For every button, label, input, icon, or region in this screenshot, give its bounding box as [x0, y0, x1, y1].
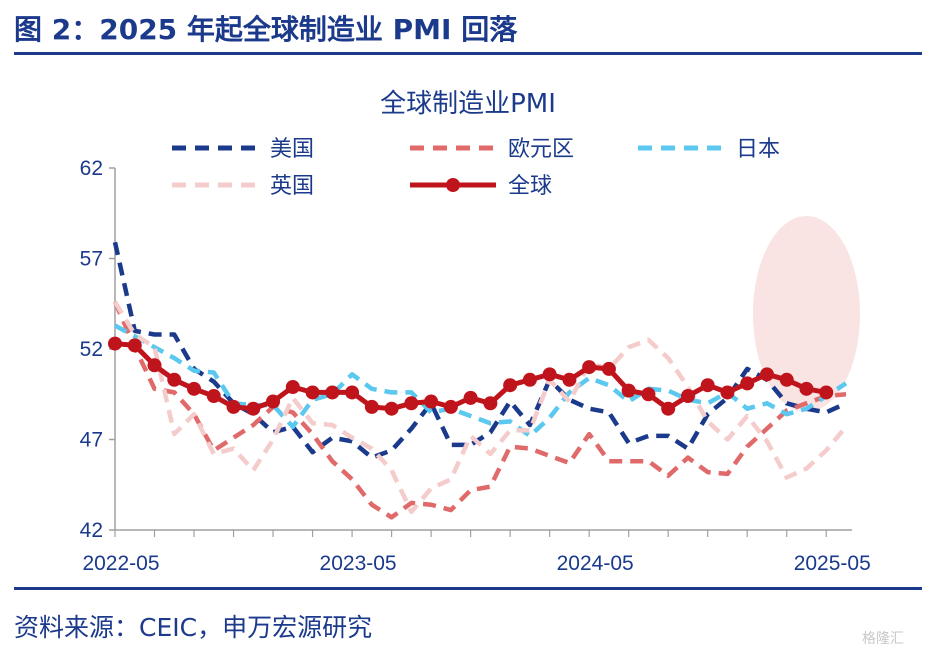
legend-label: 美国 [270, 137, 314, 162]
series-point [127, 338, 142, 353]
series-point [305, 385, 320, 400]
x-tick-label: 2024-05 [557, 552, 634, 575]
series-point [779, 372, 794, 387]
series-point [700, 378, 715, 393]
series-point [187, 381, 202, 396]
y-tick-label: 47 [80, 429, 103, 452]
series-point [108, 336, 122, 351]
watermark: 格隆汇 [862, 631, 904, 647]
series-point [345, 385, 360, 400]
series-point [661, 401, 676, 416]
chart-title: 全球制造业PMI [380, 89, 556, 119]
series-layer [108, 241, 848, 520]
series-point [424, 394, 439, 409]
highlight-layer [752, 216, 861, 412]
series-point [680, 389, 695, 404]
series-point [641, 387, 656, 402]
x-tick-label: 2025-05 [794, 552, 871, 575]
y-tick-label: 42 [80, 519, 103, 542]
series-point [562, 372, 577, 387]
legend-label: 欧元区 [508, 137, 574, 162]
series-point [582, 360, 597, 375]
series-point [325, 385, 340, 400]
x-tick-label: 2022-05 [82, 552, 159, 575]
series-point [147, 358, 162, 373]
y-tick-label: 62 [80, 157, 103, 180]
legend-label: 日本 [736, 137, 780, 162]
series-point [720, 385, 735, 400]
legend-label: 英国 [270, 174, 314, 199]
series-point [522, 372, 537, 387]
legend-marker [446, 178, 460, 192]
series-point [364, 399, 379, 414]
series-point [404, 396, 419, 411]
series-point [246, 401, 261, 416]
series-point [542, 367, 557, 382]
legend-label: 全球 [508, 174, 552, 199]
chart-canvas: 全球制造业PMI 42 47 52 57 62 2022-05 2023-05 2024-05… [80, 89, 871, 575]
source-note: 资料来源：CEIC，申万宏源研究 [14, 613, 373, 642]
header-rule [14, 52, 922, 55]
series-point [384, 401, 399, 416]
series-point [463, 390, 478, 405]
series-point [503, 378, 518, 393]
series-line-1 [112, 241, 847, 460]
figure-title: 图 2：2025 年起全球制造业 PMI 回落 [14, 13, 518, 46]
series-line-4 [113, 300, 848, 515]
series-point [601, 361, 616, 376]
series-point [285, 380, 300, 395]
series-point [206, 389, 221, 404]
series-line-3 [113, 323, 848, 439]
series-point [740, 376, 755, 391]
series-point [799, 381, 814, 396]
series-point [266, 394, 281, 409]
highlight-ellipse [752, 216, 861, 412]
axis-layer: 42 47 52 57 62 2022-05 2023-05 2024-05 2025-05 [80, 157, 871, 575]
series-point [483, 396, 498, 411]
series-point [759, 367, 774, 382]
y-tick-label: 57 [80, 248, 103, 271]
series-point [443, 399, 458, 414]
series-point [226, 399, 241, 414]
series-point [819, 385, 834, 400]
y-tick-label: 52 [80, 338, 103, 361]
series-line-2 [112, 300, 847, 520]
footer-rule [14, 587, 922, 590]
series-point [167, 372, 182, 387]
x-tick-label: 2023-05 [320, 552, 397, 575]
series-point [621, 383, 636, 398]
